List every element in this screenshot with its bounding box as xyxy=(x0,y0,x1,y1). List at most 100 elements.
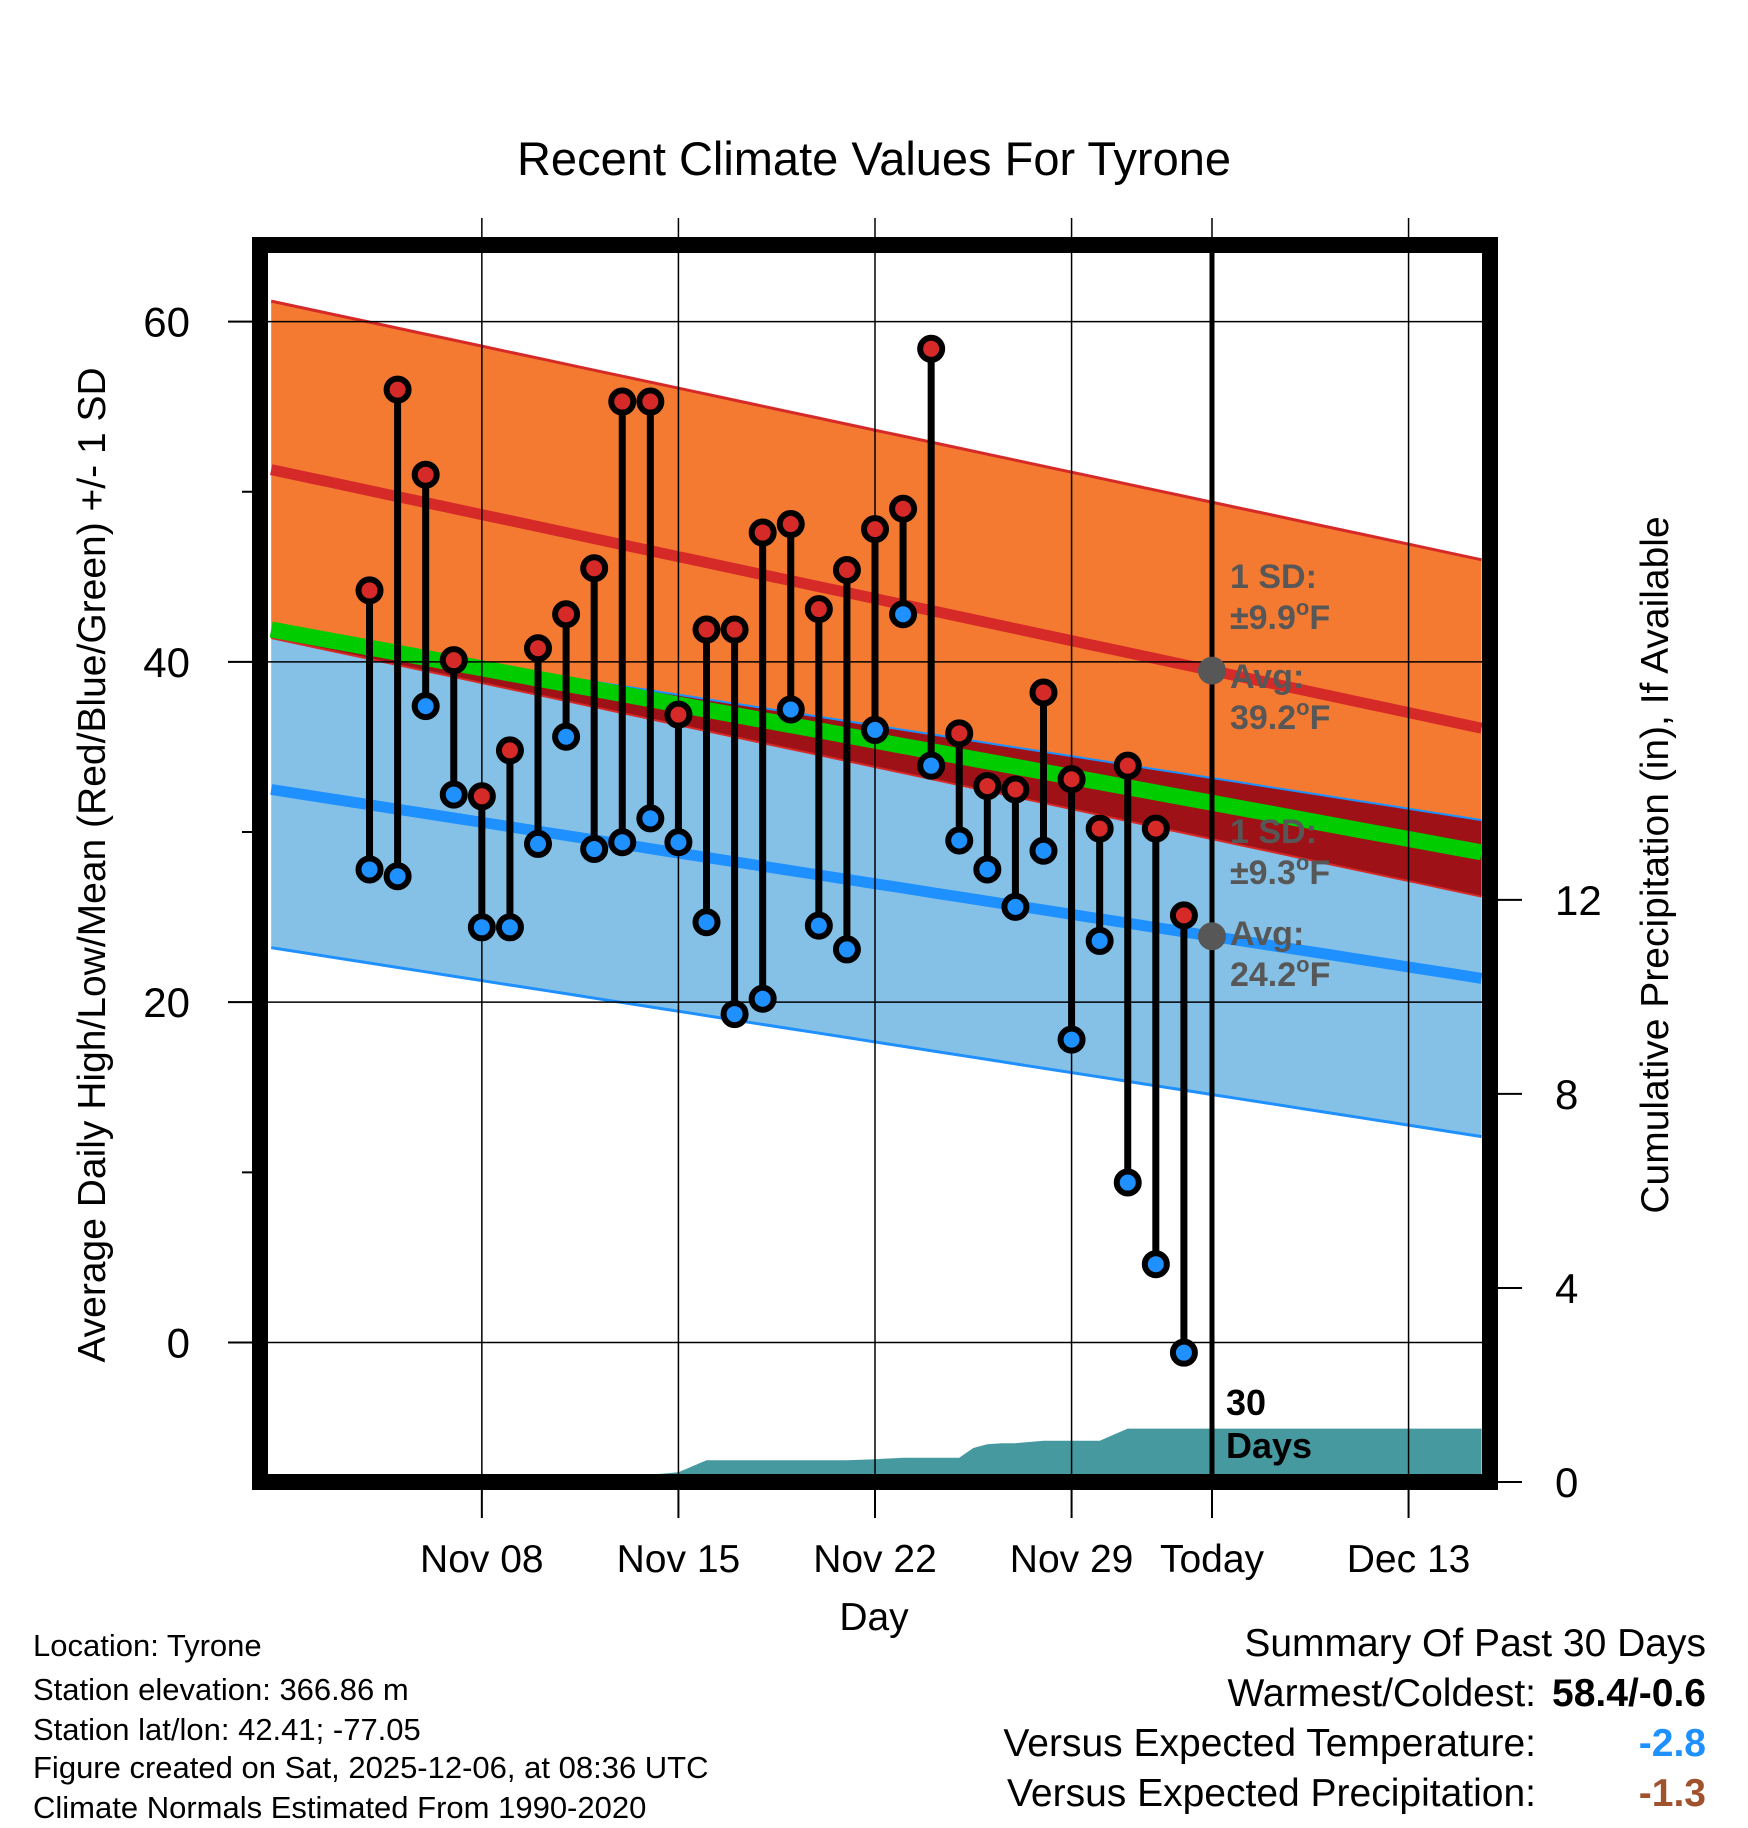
daily-low-dot-26 xyxy=(1085,926,1114,955)
y2-axis-label: Cumulative Precipitation (in), If Availa… xyxy=(1634,516,1677,1213)
daily-high-dot-21 xyxy=(945,719,974,748)
x-tick-label-0: Nov 08 xyxy=(420,1538,544,1581)
daily-high-dot-5 xyxy=(495,736,524,765)
daily-low-dot-23 xyxy=(1001,892,1030,921)
y-axis-label: Average Daily High/Low/Mean (Red/Blue/Gr… xyxy=(71,367,114,1362)
daily-high-dot-24 xyxy=(1029,678,1058,707)
daily-high-dot-1 xyxy=(383,375,412,404)
daily-high-dot-3 xyxy=(439,646,468,675)
footer-elevation: Station elevation: 366.86 m xyxy=(33,1672,409,1707)
daily-low-dot-21 xyxy=(945,826,974,855)
daily-low-dot-3 xyxy=(439,780,468,809)
high-upper-sd-line xyxy=(270,299,1482,562)
summary-precip-label: Versus Expected Precipitation: xyxy=(1007,1772,1536,1815)
daily-high-dot-20 xyxy=(917,334,946,363)
daily-low-dot-22 xyxy=(973,855,1002,884)
daily-high-dot-11 xyxy=(664,700,693,729)
high-avg-annotation-label: Avg: xyxy=(1230,658,1304,696)
high-avg-annotation-value: 39.2oF xyxy=(1230,695,1330,737)
daily-high-dot-16 xyxy=(804,595,833,624)
daily-high-dot-12 xyxy=(692,615,721,644)
footer-location: Location: Tyrone xyxy=(33,1628,262,1663)
daily-high-dot-15 xyxy=(776,510,805,539)
daily-low-dot-12 xyxy=(692,908,721,937)
low-avg-annotation-label: Avg: xyxy=(1230,915,1304,953)
low-avg-annotation-value: 24.2oF xyxy=(1230,952,1330,994)
summary-title: Summary Of Past 30 Days xyxy=(1244,1622,1706,1665)
daily-high-dot-8 xyxy=(580,554,609,583)
today-normal-high-marker xyxy=(1197,656,1226,685)
high-sd-annotation-value: ±9.9oF xyxy=(1230,595,1330,637)
daily-high-dot-26 xyxy=(1085,814,1114,843)
today-normal-low-marker xyxy=(1197,922,1226,951)
y-tick-label-0: 0 xyxy=(167,1319,190,1366)
daily-high-dot-19 xyxy=(889,494,918,523)
summary-precipitation: Versus Expected Precipitation: -1.3 xyxy=(1007,1772,1706,1816)
daily-low-dot-28 xyxy=(1141,1250,1170,1279)
x-tick-label-2: Nov 22 xyxy=(813,1538,937,1581)
x-tick-label-4: Today xyxy=(1160,1538,1265,1581)
daily-low-dot-6 xyxy=(524,829,553,858)
y2-tick-label-2: 8 xyxy=(1555,1071,1578,1118)
summary-warmest-coldest: Warmest/Coldest: 58.4/-0.6 xyxy=(1228,1672,1706,1716)
daily-low-dot-29 xyxy=(1169,1338,1198,1367)
x-tick-label-5: Dec 13 xyxy=(1347,1538,1471,1581)
daily-high-dot-22 xyxy=(973,772,1002,801)
precipitation-area xyxy=(271,1428,1482,1482)
daily-high-dot-25 xyxy=(1057,765,1086,794)
summary-temp-label: Versus Expected Temperature: xyxy=(1003,1722,1536,1765)
daily-high-dot-18 xyxy=(861,515,889,544)
low-sd-annotation-value: ±9.3oF xyxy=(1230,850,1330,892)
x-tick-label-1: Nov 15 xyxy=(617,1538,741,1581)
low-sd-annotation-label: 1 SD: xyxy=(1230,813,1317,851)
daily-high-dot-27 xyxy=(1113,751,1142,780)
daily-low-dot-4 xyxy=(467,913,496,942)
daily-low-dot-17 xyxy=(832,935,861,964)
y2-tick-label-0: 0 xyxy=(1555,1459,1578,1506)
daily-low-dot-19 xyxy=(889,600,918,629)
summary-temp-value: -2.8 xyxy=(1638,1722,1706,1765)
summary-temperature: Versus Expected Temperature: -2.8 xyxy=(1003,1722,1706,1766)
footer-normals: Climate Normals Estimated From 1990-2020 xyxy=(33,1790,647,1825)
days-annotation-line2: Days xyxy=(1226,1425,1312,1466)
daily-high-dot-17 xyxy=(832,555,861,584)
daily-low-dot-7 xyxy=(552,722,581,751)
footer-created: Figure created on Sat, 2025-12-06, at 08… xyxy=(33,1750,709,1785)
daily-high-dot-4 xyxy=(467,782,496,811)
daily-high-dot-6 xyxy=(524,634,553,663)
y-tick-label-2: 40 xyxy=(143,639,190,686)
daily-low-dot-1 xyxy=(383,862,412,891)
y-tick-label-1: 20 xyxy=(143,979,190,1026)
daily-low-dot-13 xyxy=(720,1000,749,1029)
daily-low-dot-24 xyxy=(1029,836,1058,865)
summary-precip-value: -1.3 xyxy=(1638,1772,1706,1815)
y2-tick-label-3: 12 xyxy=(1555,877,1602,924)
daily-high-dot-28 xyxy=(1141,814,1170,843)
y-tick-label-3: 60 xyxy=(143,299,190,346)
daily-low-dot-16 xyxy=(804,911,833,940)
plot-frame xyxy=(252,237,1498,1490)
band-overlap-region xyxy=(271,631,1482,897)
daily-low-dot-2 xyxy=(411,692,440,721)
daily-high-dot-10 xyxy=(636,387,665,416)
daily-low-dot-25 xyxy=(1057,1025,1086,1054)
daily-low-dot-14 xyxy=(748,984,777,1013)
chart-title: Recent Climate Values For Tyrone xyxy=(517,132,1231,185)
daily-low-dot-18 xyxy=(861,715,889,744)
daily-high-dot-29 xyxy=(1169,901,1198,930)
high-sd-annotation-label: 1 SD: xyxy=(1230,558,1317,596)
daily-high-dot-7 xyxy=(552,600,581,629)
daily-high-dot-9 xyxy=(608,387,637,416)
daily-low-dot-9 xyxy=(608,828,637,857)
normal-low-line xyxy=(270,784,1483,984)
y2-tick-label-1: 4 xyxy=(1555,1265,1578,1312)
daily-low-dot-15 xyxy=(776,695,805,724)
daily-high-dot-13 xyxy=(720,615,749,644)
daily-high-dot-23 xyxy=(1001,775,1030,804)
footer-latlon: Station lat/lon: 42.41; -77.05 xyxy=(33,1712,421,1747)
daily-high-dot-0 xyxy=(355,576,384,605)
daily-low-dot-10 xyxy=(636,804,665,833)
daily-high-dot-2 xyxy=(411,460,440,489)
summary-warmest-coldest-label: Warmest/Coldest: xyxy=(1227,1672,1536,1715)
